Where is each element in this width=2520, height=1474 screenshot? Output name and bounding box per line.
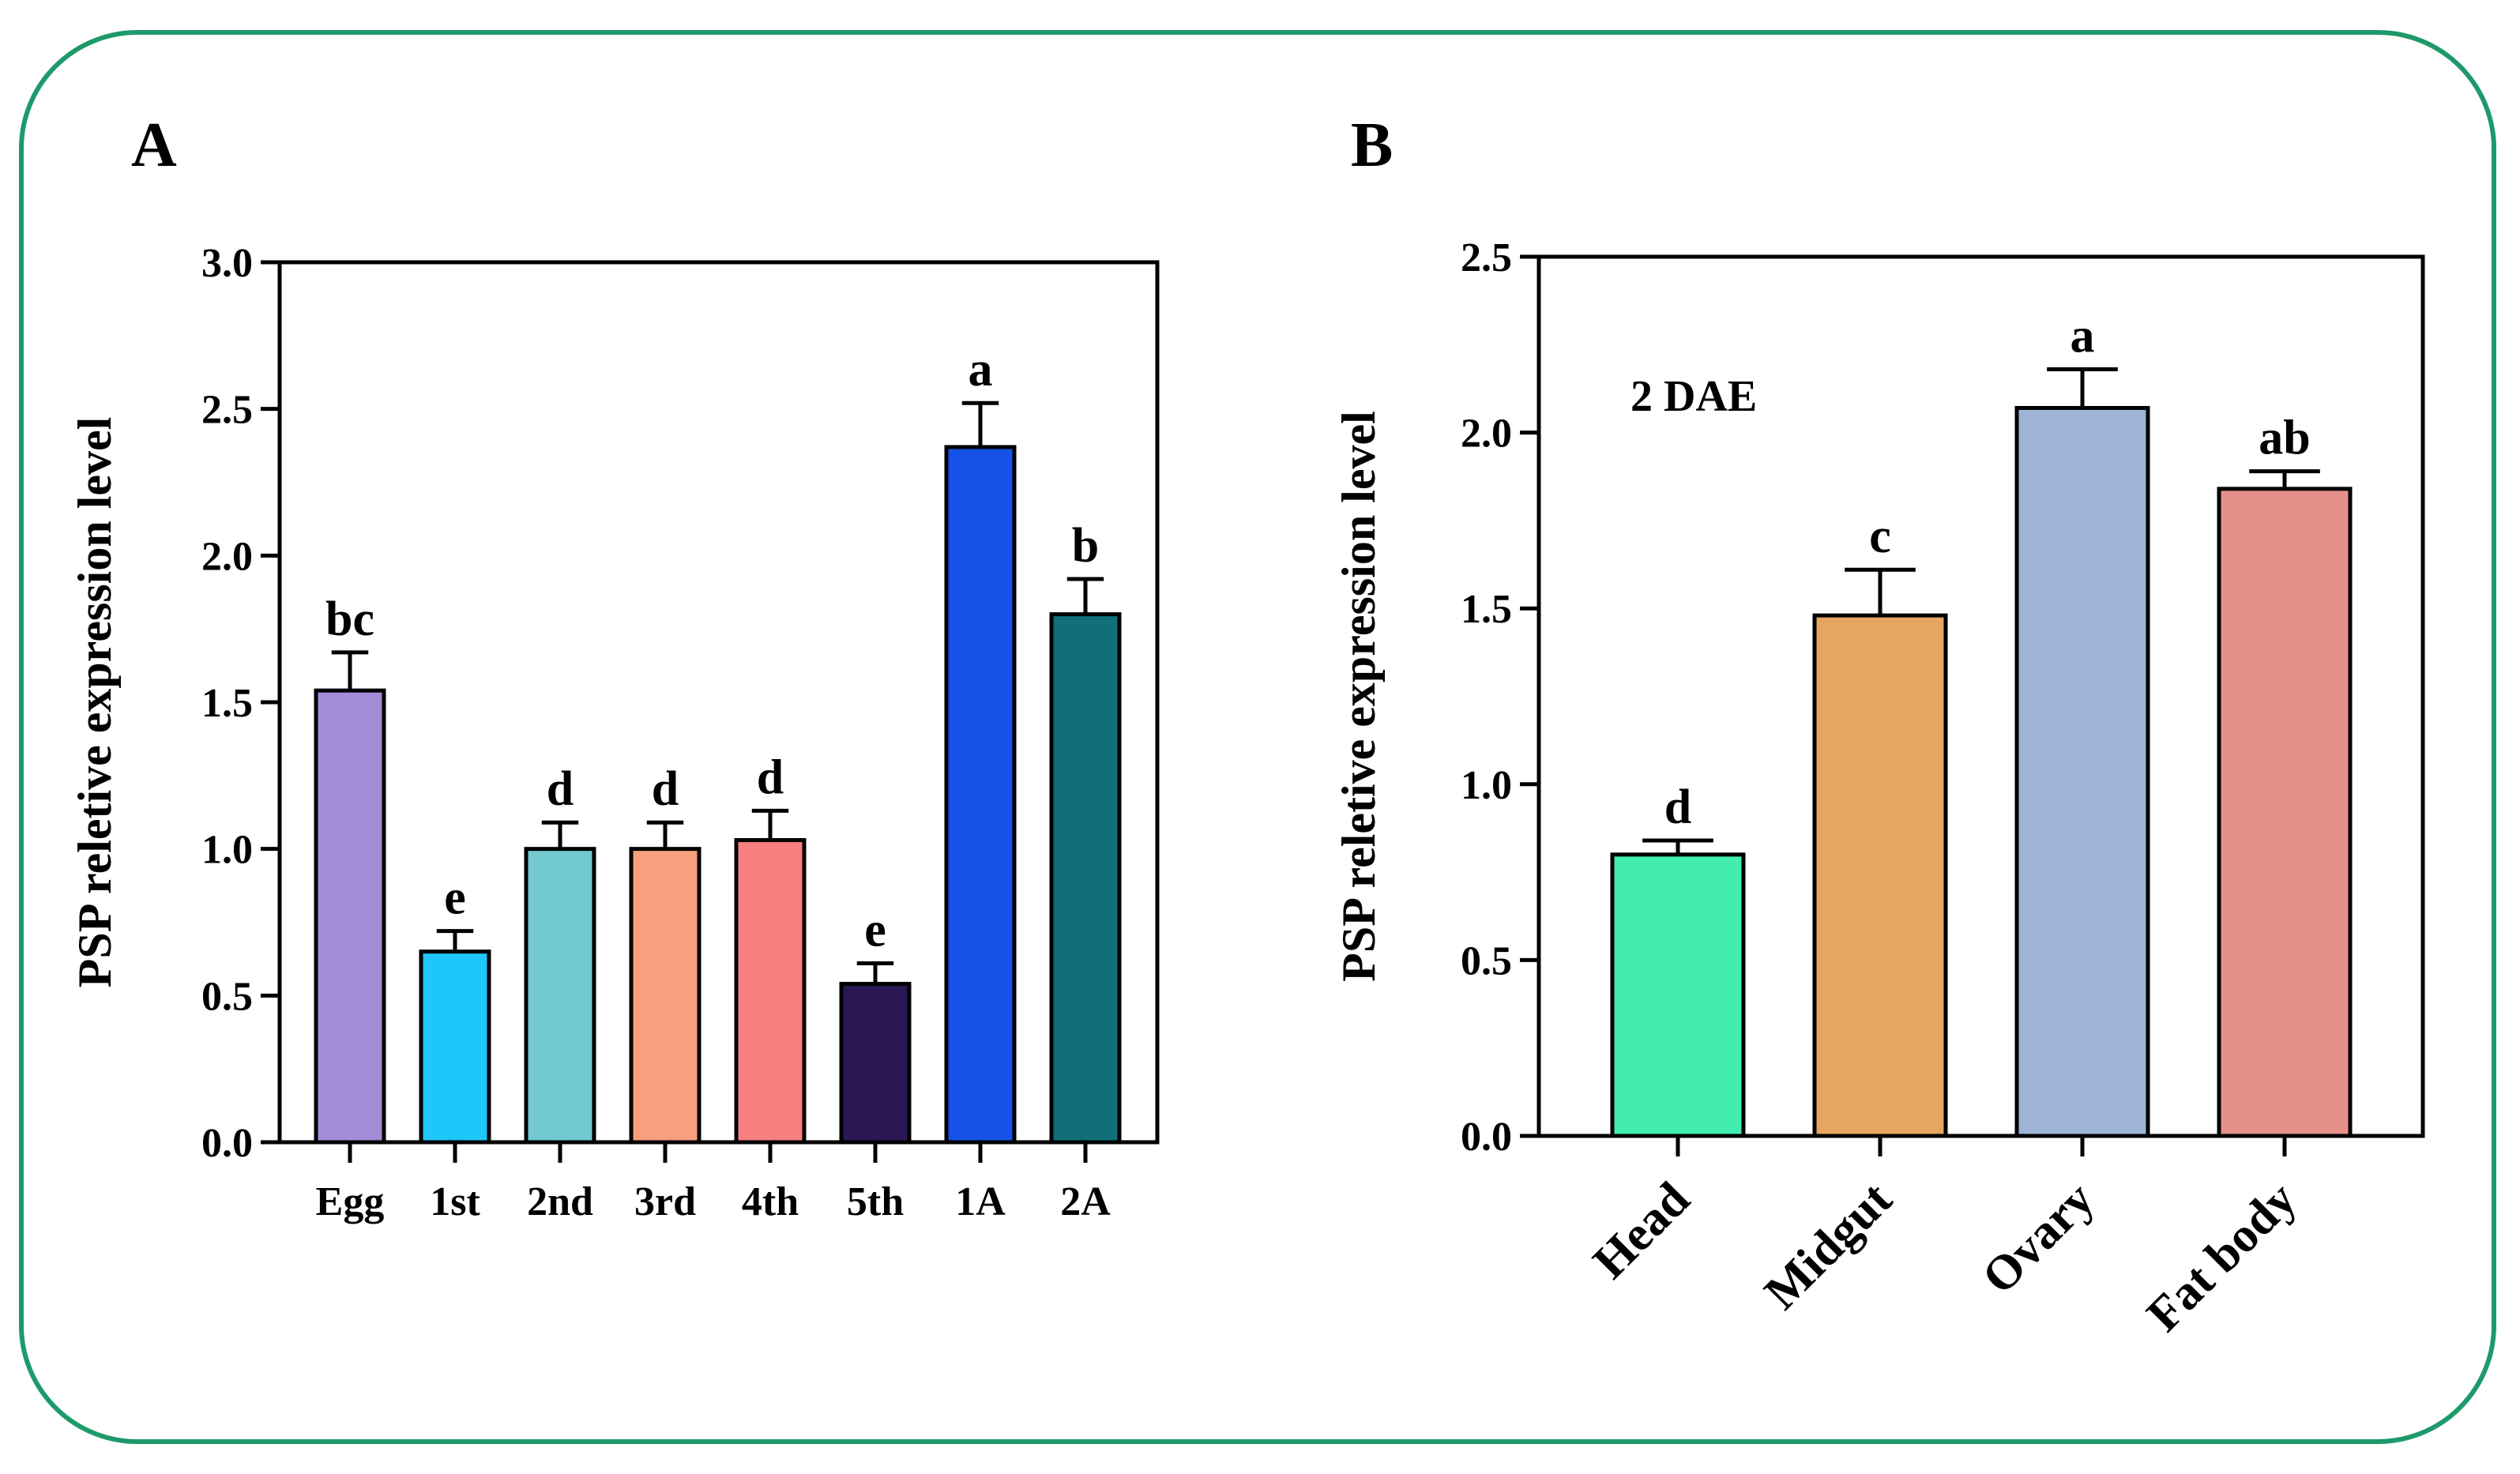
y-tick-label: 2.5 <box>201 388 253 433</box>
y-tick-label: 2.5 <box>1461 235 1512 280</box>
y-tick-label: 3.0 <box>201 241 253 286</box>
bar-ovary <box>2014 405 2150 1138</box>
y-tick-label: 1.5 <box>1461 587 1512 632</box>
x-tick-label: 5th <box>847 1179 904 1224</box>
significance-label: d <box>757 750 784 804</box>
bar-4th <box>734 838 807 1145</box>
x-tick-label: Fat body <box>2137 1172 2307 1342</box>
significance-label: d <box>652 762 679 816</box>
significance-label: bc <box>325 592 374 646</box>
bar-midgut <box>1812 613 1948 1138</box>
x-tick-label: 2A <box>1060 1179 1111 1224</box>
bar-2nd <box>524 847 596 1145</box>
y-axis-label: PSP reletive expression level <box>69 417 121 988</box>
plot-frame-b <box>1536 254 2425 1138</box>
significance-label: c <box>1869 510 1891 563</box>
y-tick-label: 2.0 <box>1461 412 1512 457</box>
x-tick-label: Head <box>1583 1172 1700 1289</box>
x-tick-label: 3rd <box>634 1179 696 1224</box>
bar-5th <box>839 981 912 1145</box>
x-tick-label: Ovary <box>1972 1172 2104 1304</box>
bar-egg <box>314 688 386 1145</box>
significance-label: d <box>1664 780 1691 834</box>
panel-label-b: B <box>1351 111 1393 180</box>
y-tick-label: 1.5 <box>201 681 253 726</box>
y-tick-label: 1.0 <box>201 828 253 873</box>
x-tick-label: 1A <box>955 1179 1006 1224</box>
x-tick-label: 2nd <box>527 1179 593 1224</box>
bar-1st <box>419 949 491 1145</box>
x-tick-label: 4th <box>742 1179 799 1224</box>
y-tick-label: 0.5 <box>1461 938 1512 983</box>
significance-label: e <box>864 903 886 957</box>
chart-panel-a: 0.0 0.5 1.0 1.5 2.0 2.5 3.0 PSP reletive expres… <box>69 241 1160 1224</box>
x-tick-label: Midgut <box>1755 1172 1902 1320</box>
y-tick-label: 0.0 <box>1461 1115 1512 1160</box>
significance-label: a <box>2071 309 2095 363</box>
x-tick-label: Egg <box>316 1179 385 1224</box>
significance-label: ab <box>2259 412 2310 465</box>
significance-label: d <box>547 762 574 816</box>
y-tick-label: 0.5 <box>201 974 253 1019</box>
y-axis-label: PSP reletive expression level <box>1333 411 1385 982</box>
chart-panel-b: 0.0 0.5 1.0 1.5 2.0 2.5 PSP reletive expressio… <box>1333 235 2425 1342</box>
bar-head <box>1610 852 1746 1138</box>
significance-label: e <box>444 871 466 925</box>
bar-3rd <box>629 847 701 1145</box>
bar-2a <box>1049 612 1122 1145</box>
figure-border <box>19 30 2496 1444</box>
y-tick-label: 0.0 <box>201 1121 253 1166</box>
significance-label: b <box>1072 519 1099 573</box>
bar-fat-body <box>2217 487 2353 1138</box>
plot-frame-a <box>277 260 1160 1145</box>
significance-label: a <box>969 343 993 397</box>
panel-label-a: A <box>131 111 177 180</box>
plot-annotation: 2 DAE <box>1630 372 1757 421</box>
y-tick-label: 1.0 <box>1461 763 1512 808</box>
y-tick-label: 2.0 <box>201 534 253 579</box>
x-tick-label: 1st <box>430 1179 480 1224</box>
bar-1a <box>944 445 1017 1145</box>
